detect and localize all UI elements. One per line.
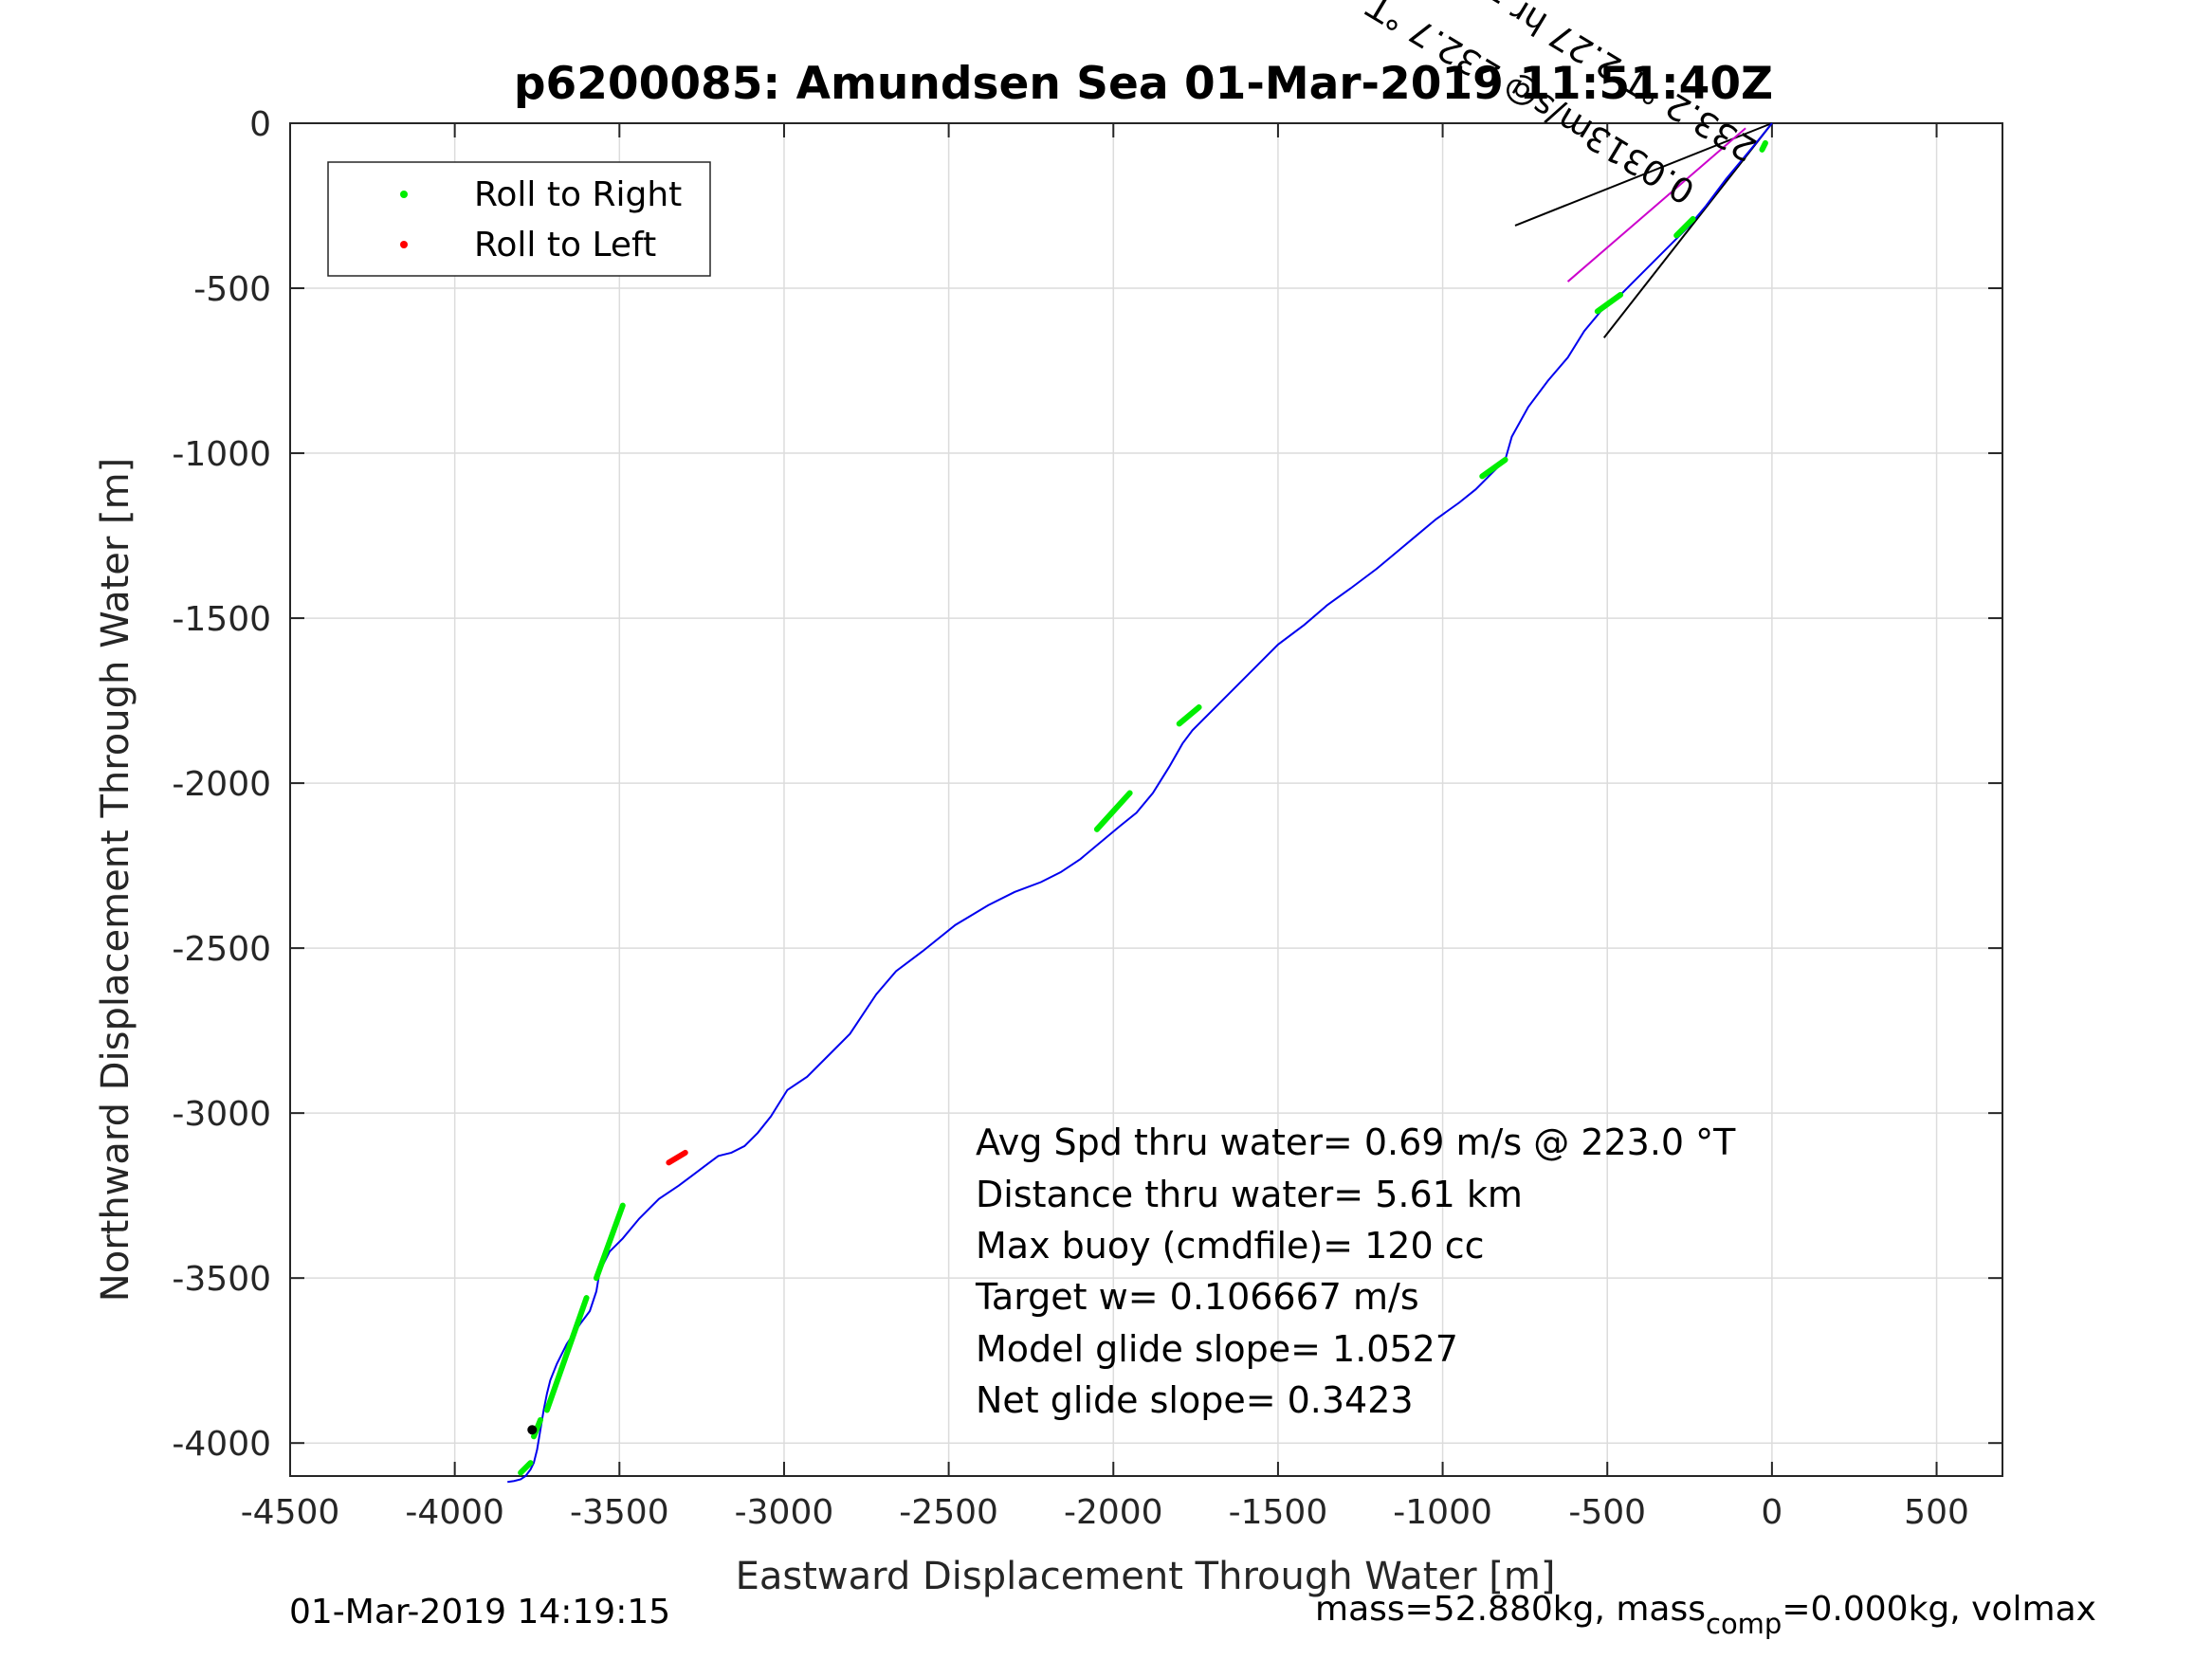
footer-timestamp: 01-Mar-2019 14:19:15 (289, 1593, 670, 1632)
plot-area (507, 122, 1773, 1484)
grid (289, 122, 2002, 1476)
black-point (527, 1425, 538, 1435)
y-tick-label: 0 (249, 105, 271, 144)
current-vector-line (1566, 127, 1746, 283)
stats-block: Avg Spd thru water= 0.69 m/s @ 223.0 °T … (975, 1121, 1736, 1421)
y-tick-label: -4000 (172, 1425, 271, 1464)
y-tick-label: -1000 (172, 435, 271, 474)
roll-right-segment (1176, 704, 1202, 727)
footer-mass-prefix: mass=52.880kg, mass (1315, 1590, 1706, 1629)
legend-label-roll-right: Roll to Right (474, 175, 682, 214)
plot-frame (289, 122, 2003, 1477)
x-axis-label: Eastward Displacement Through Water [m] (736, 1555, 1556, 1598)
x-tick-label: -3000 (735, 1493, 834, 1532)
heading-line (1514, 122, 1773, 227)
roll-right-segment (1479, 457, 1508, 480)
stat-net-glide: Net glide slope= 0.3423 (976, 1379, 1414, 1421)
footer-mass: mass=52.880kg, masscomp=0.000kg, volmax (1315, 1590, 2096, 1640)
roll-right-segment (1673, 215, 1696, 239)
y-axis-ticks: 0 -500 -1000 -1500 -2000 -2500 -3000 -3500 -4000 (172, 105, 2002, 1464)
y-tick-label: -1500 (172, 600, 271, 639)
roll-right-segment (518, 1460, 534, 1476)
x-tick-label: 0 (1761, 1493, 1782, 1532)
footer-mass-suffix: =0.000kg, volmax (1782, 1590, 2096, 1629)
roll-right-segment (593, 1202, 626, 1282)
x-tick-label: -2500 (899, 1493, 998, 1532)
y-tick-label: -3500 (172, 1260, 271, 1299)
legend: Roll to Right Roll to Left (327, 161, 711, 277)
stat-max-buoy: Max buoy (cmdfile)= 120 cc (976, 1225, 1485, 1267)
legend-box (327, 161, 711, 277)
roll-right-segment (543, 1295, 590, 1413)
y-tick-label: -2500 (172, 930, 271, 969)
x-axis-ticks: -4500 -4000 -3500 -3000 -2500 -2000 -1500 -1000… (241, 123, 1969, 1532)
roll-right-segment (1759, 139, 1768, 153)
legend-marker-roll-left (400, 241, 408, 248)
stat-target-w: Target w= 0.106667 m/s (975, 1276, 1419, 1318)
x-tick-label: -500 (1568, 1493, 1646, 1532)
x-tick-label: -1500 (1229, 1493, 1328, 1532)
legend-marker-roll-right (400, 191, 408, 198)
stat-model-glide: Model glide slope= 1.0527 (976, 1328, 1458, 1370)
x-tick-label: -4000 (405, 1493, 504, 1532)
x-tick-label: -3500 (570, 1493, 669, 1532)
y-axis-label: Northward Displacement Through Water [m] (94, 458, 137, 1302)
roll-left-segment (666, 1149, 688, 1166)
x-tick-label: -1000 (1393, 1493, 1492, 1532)
footer-mass-sub: comp (1706, 1608, 1782, 1640)
chart-title: p6200085: Amundsen Sea 01-Mar-2019 11:51… (514, 58, 1773, 110)
y-tick-label: -3000 (172, 1095, 271, 1134)
y-tick-label: -500 (193, 270, 271, 309)
x-tick-label: 500 (1904, 1493, 1969, 1532)
y-tick-label: -2000 (172, 765, 271, 804)
roll-right-segment (1594, 291, 1624, 315)
stat-avg-speed: Avg Spd thru water= 0.69 m/s @ 223.0 °T (976, 1121, 1736, 1163)
legend-label-roll-left: Roll to Left (474, 226, 656, 264)
x-tick-label: -4500 (241, 1493, 340, 1532)
stat-distance: Distance thru water= 5.61 km (976, 1174, 1523, 1215)
x-tick-label: -2000 (1064, 1493, 1163, 1532)
roll-right-segment (1093, 790, 1133, 832)
track-line (507, 122, 1773, 1484)
